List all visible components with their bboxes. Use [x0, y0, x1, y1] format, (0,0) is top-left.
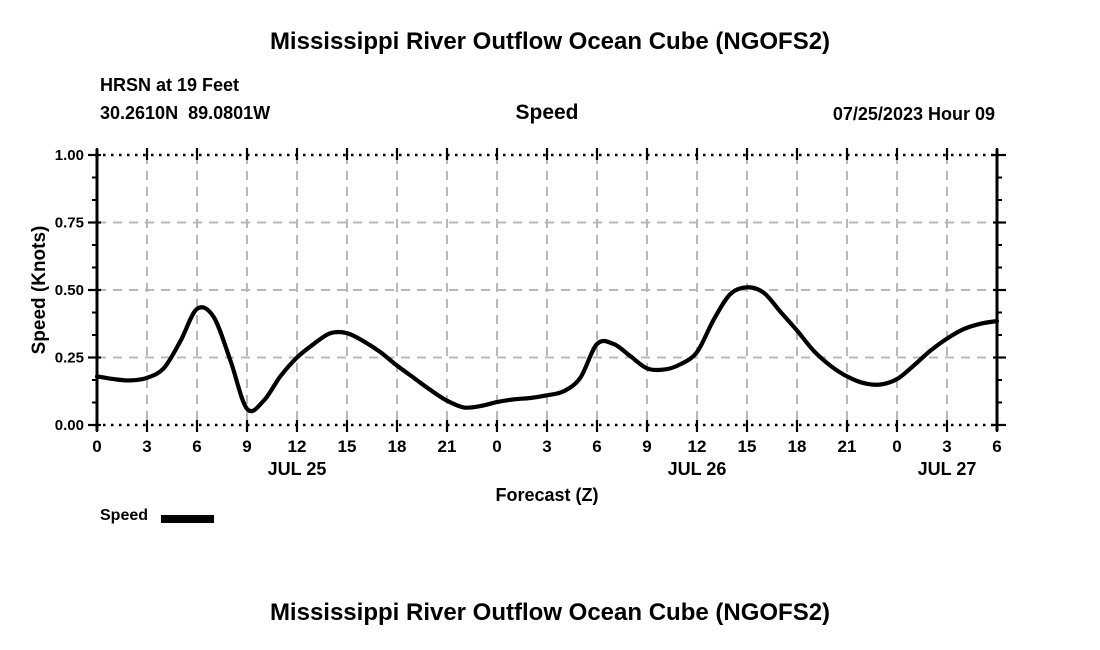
- x-tick-label: 21: [438, 437, 457, 456]
- x-tick-label: 0: [492, 437, 501, 456]
- station-name-label: HRSN at 19 Feet: [100, 75, 240, 95]
- y-tick-label: 0.50: [55, 282, 84, 299]
- y-tick-label: 1.00: [55, 147, 84, 164]
- forecast-datetime-label: 07/25/2023 Hour 09: [832, 104, 995, 124]
- x-tick-label: 0: [892, 437, 901, 456]
- x-tick-label: 12: [288, 437, 307, 456]
- legend-label: Speed: [100, 507, 149, 524]
- x-axis-title: Forecast (Z): [495, 485, 599, 505]
- bottom-title: Mississippi River Outflow Ocean Cube (NG…: [269, 599, 831, 626]
- speed-curve: [94, 285, 1000, 414]
- x-tick-label: 18: [788, 437, 807, 456]
- top-title: Mississippi River Outflow Ocean Cube (NG…: [269, 28, 831, 55]
- x-tick-label: 9: [242, 437, 251, 456]
- x-tick-label: 15: [738, 437, 757, 456]
- y-tick-label: 0.25: [55, 350, 84, 367]
- plot-variable-title: Speed: [515, 101, 579, 124]
- x-tick-label: 6: [992, 437, 1001, 456]
- x-axis-day-label: JUL 25: [268, 459, 327, 479]
- station-coordinates-label: 30.2610N 89.0801W: [100, 103, 271, 123]
- x-tick-label: 6: [592, 437, 601, 456]
- x-tick-label: 15: [338, 437, 357, 456]
- x-tick-label: 21: [838, 437, 857, 456]
- x-tick-label: 6: [192, 437, 201, 456]
- x-tick-label: 0: [92, 437, 101, 456]
- x-tick-label: 9: [642, 437, 651, 456]
- x-tick-label: 3: [142, 437, 151, 456]
- x-axis-day-label: JUL 26: [668, 459, 727, 479]
- x-tick-label: 3: [942, 437, 951, 456]
- y-axis-title: Speed (Knots): [29, 225, 50, 355]
- x-tick-label: 12: [688, 437, 707, 456]
- y-tick-label: 0.00: [55, 417, 84, 434]
- y-tick-label: 0.75: [55, 215, 84, 232]
- x-tick-label: 18: [388, 437, 407, 456]
- legend-line-swatch: [161, 515, 214, 523]
- x-axis-day-label: JUL 27: [918, 459, 977, 479]
- x-tick-label: 3: [542, 437, 551, 456]
